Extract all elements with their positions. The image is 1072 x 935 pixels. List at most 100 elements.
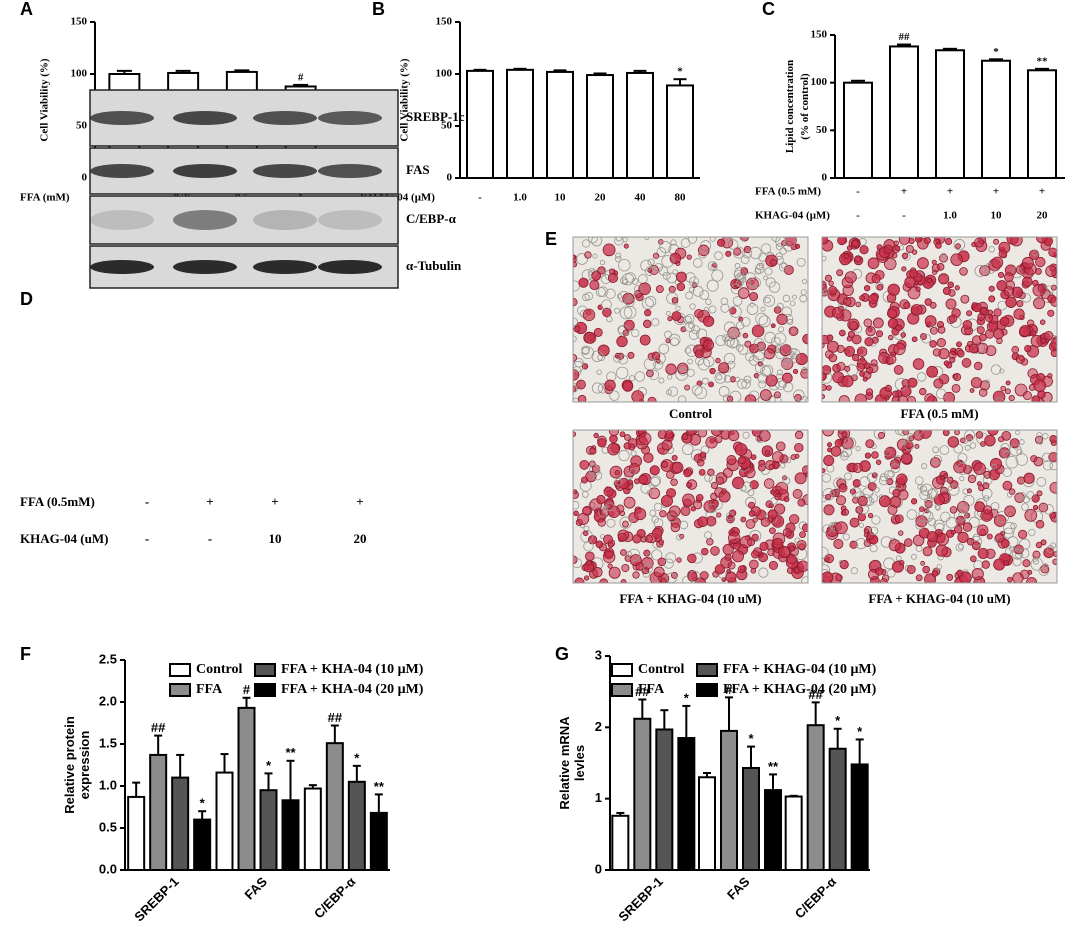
panel-label: B (372, 0, 385, 19)
cell (708, 381, 714, 388)
cell (725, 571, 737, 583)
cell (645, 296, 657, 308)
significance-label: * (857, 724, 863, 739)
cell (725, 250, 732, 257)
cell (607, 541, 614, 548)
cell (744, 467, 756, 479)
cell (835, 521, 848, 535)
cell (749, 559, 759, 570)
y-tick-label: 50 (441, 120, 453, 132)
y-tick-label: 0 (447, 172, 453, 184)
cell (606, 518, 616, 528)
cell (665, 552, 677, 564)
cell (932, 454, 943, 465)
cell (641, 297, 654, 310)
blot-band (173, 164, 237, 178)
cell (1004, 388, 1011, 395)
cell (715, 476, 725, 486)
cell (687, 358, 693, 365)
cell (961, 358, 972, 368)
cell (621, 273, 635, 286)
legend-label: FFA + KHAG-04 (10 μM) (723, 662, 877, 677)
x-tick-label: SREBP-1 (131, 874, 181, 924)
y-tick-label: 1.5 (99, 735, 117, 750)
cell (680, 238, 691, 248)
cell (867, 482, 877, 491)
cell (1002, 450, 1011, 459)
cell (721, 488, 727, 494)
cell (788, 326, 799, 337)
cell (851, 239, 859, 247)
cell (767, 548, 775, 556)
significance-label: * (200, 796, 206, 811)
cell (892, 488, 901, 498)
cell (659, 241, 672, 254)
x-tick-label: 10 (555, 192, 567, 204)
cell (1009, 444, 1022, 457)
cell (742, 431, 750, 439)
cell (770, 323, 776, 329)
cell (969, 442, 977, 449)
cell (583, 575, 590, 581)
cell (884, 395, 890, 401)
bar (127, 795, 146, 871)
cell (755, 433, 765, 443)
cell (1000, 385, 1007, 392)
y-tick-label: 150 (811, 29, 828, 41)
cell (684, 347, 692, 354)
cell (898, 530, 904, 536)
cell (828, 353, 838, 363)
cell (665, 430, 674, 439)
cell (993, 328, 1004, 340)
cell (578, 277, 589, 288)
significance-label: ** (285, 745, 296, 760)
cell (1019, 538, 1031, 550)
cell (660, 494, 673, 507)
cell (954, 285, 960, 291)
cell (633, 507, 647, 521)
row-label: KHAG-04 (uM) (20, 531, 108, 546)
y-axis-label: Lipid concentration (784, 60, 796, 153)
cell (589, 447, 597, 455)
cell (794, 430, 804, 440)
significance-label: * (993, 46, 999, 58)
cell (775, 441, 786, 452)
cell (895, 430, 903, 436)
cell (700, 547, 709, 556)
cell (778, 262, 788, 272)
blot-band (173, 260, 237, 274)
cell (801, 278, 808, 285)
x-row-value: + (993, 186, 999, 198)
micrograph-caption: FFA (0.5 mM) (900, 406, 978, 421)
cell (934, 503, 941, 510)
bar (466, 69, 494, 179)
cell (691, 281, 698, 287)
cell (778, 380, 787, 388)
cell (928, 487, 939, 499)
cell (1019, 548, 1030, 559)
cell (670, 571, 678, 579)
cell (996, 510, 1009, 524)
blot-band (318, 210, 382, 230)
cell (854, 255, 862, 263)
cell (631, 277, 639, 285)
cell (1032, 249, 1039, 257)
cell (709, 237, 716, 242)
cell (787, 318, 794, 326)
row-value: - (145, 531, 149, 546)
cell (663, 330, 673, 339)
bar (633, 717, 652, 871)
bar (843, 81, 873, 179)
cell (658, 343, 670, 355)
x-row-value: - (856, 210, 860, 222)
cell (728, 531, 741, 545)
cell (908, 435, 915, 441)
cell (1004, 505, 1016, 518)
cell (666, 292, 679, 305)
cell (697, 430, 708, 438)
bar (981, 59, 1011, 180)
cell (1035, 519, 1045, 529)
cell (698, 468, 706, 476)
cell (616, 293, 623, 299)
cell (748, 510, 756, 517)
